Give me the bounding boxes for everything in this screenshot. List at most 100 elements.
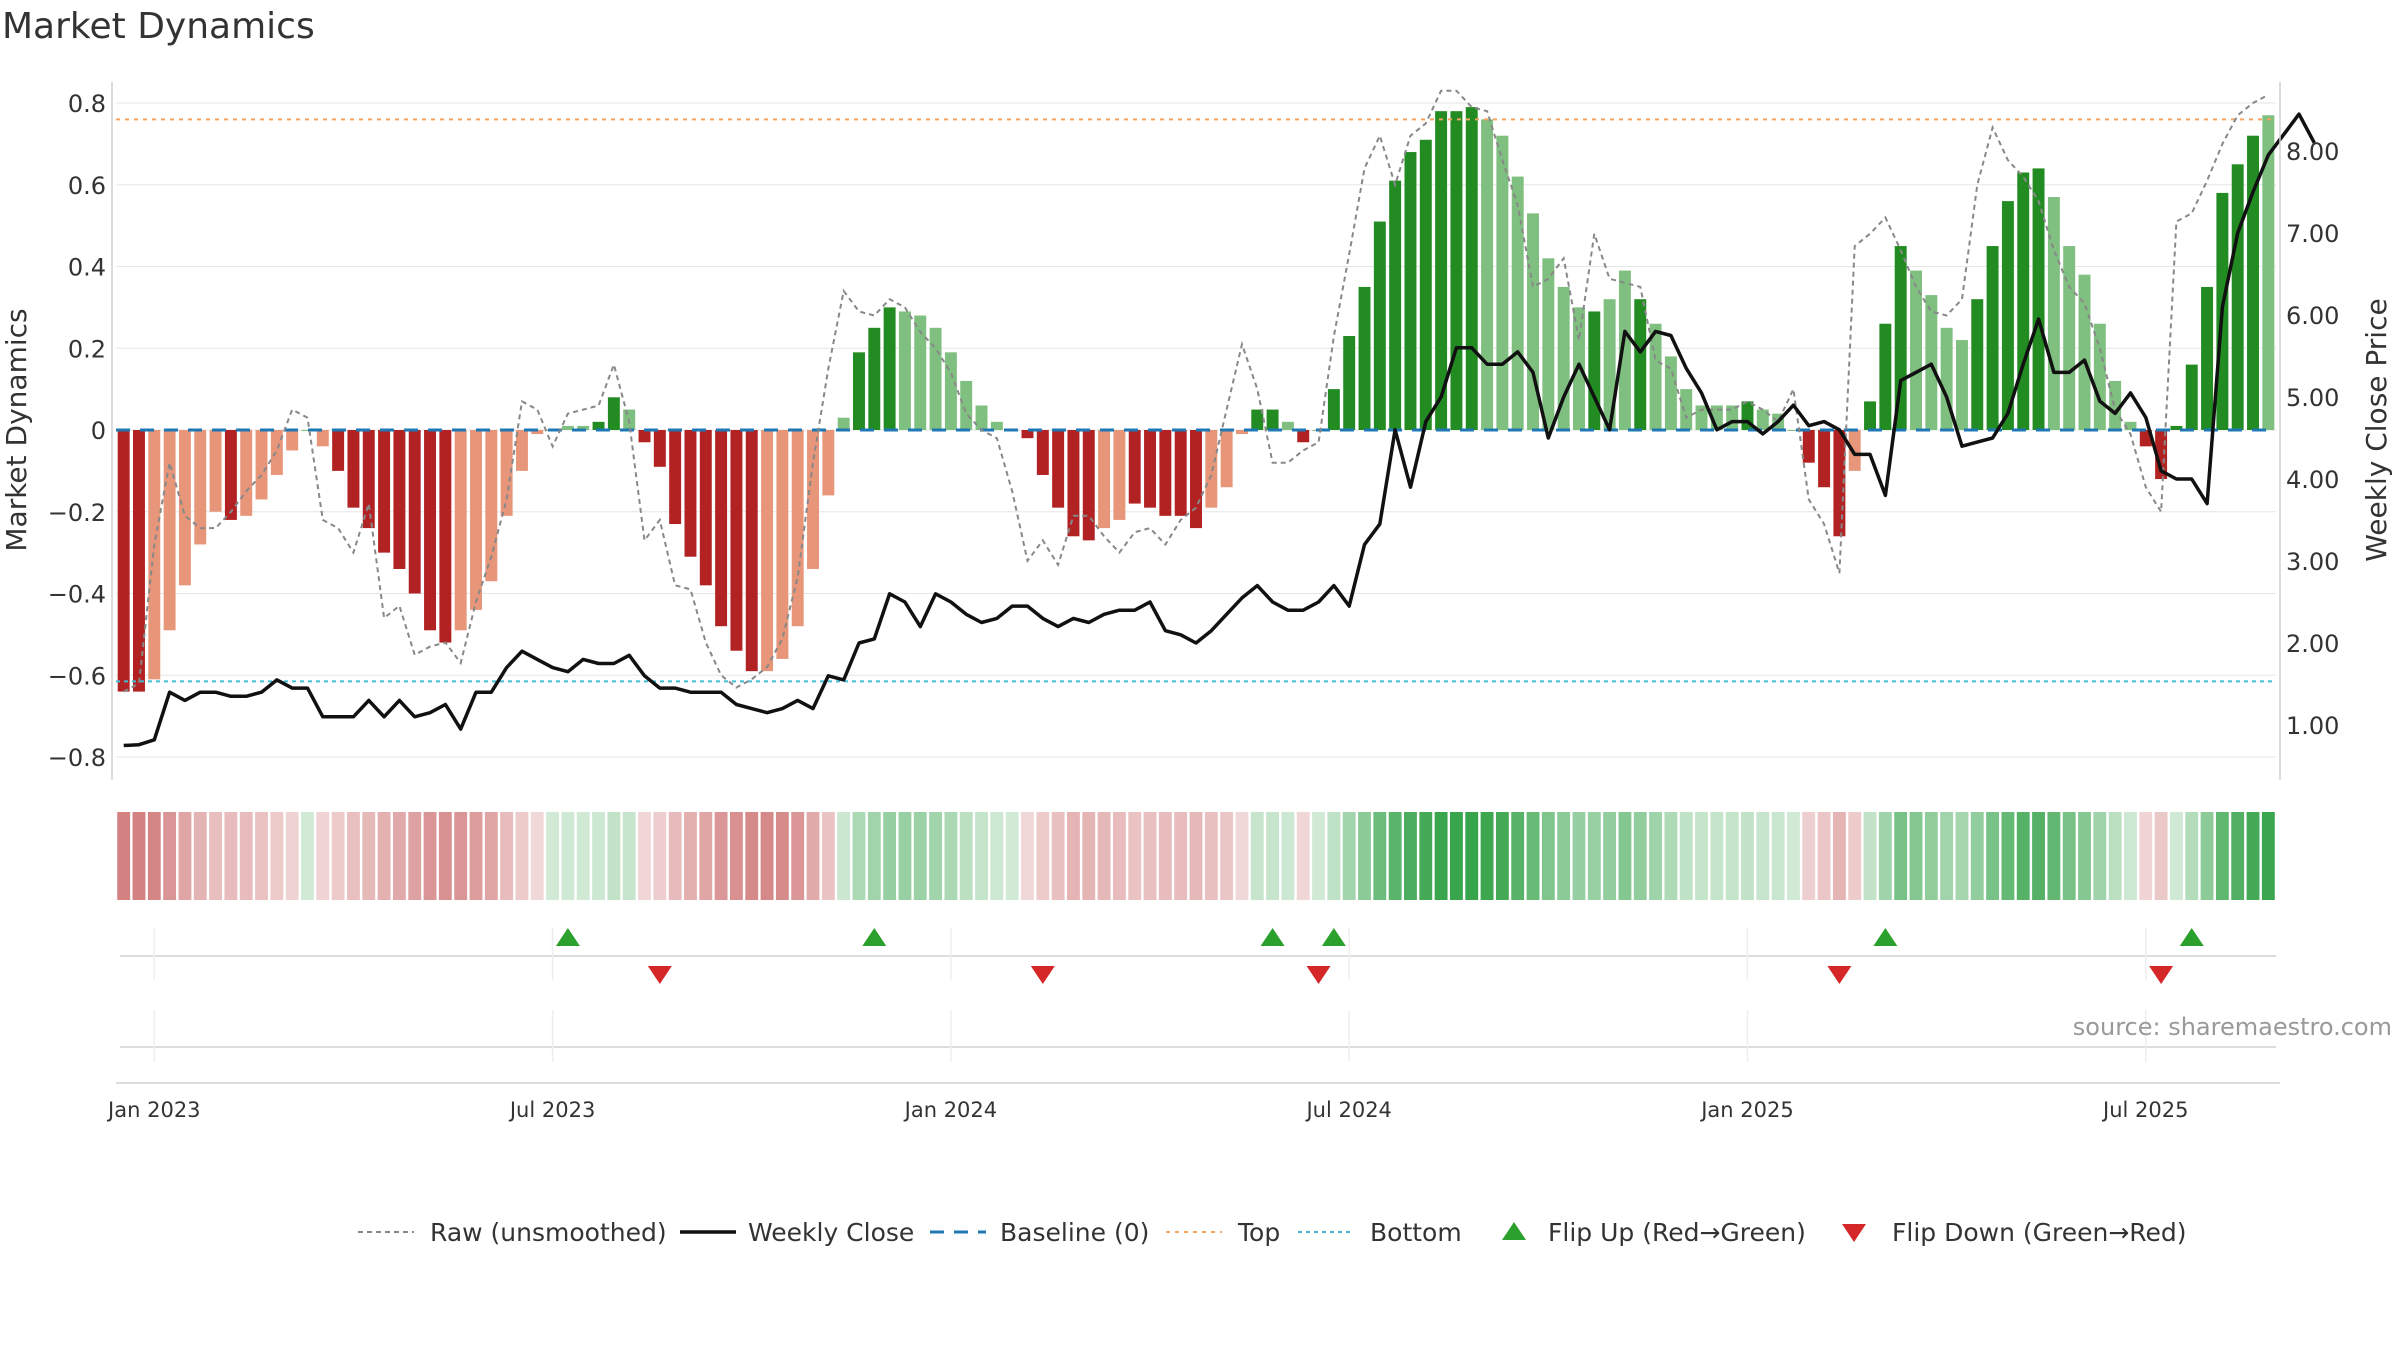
right-tick-label: 6.00 [2286,302,2339,330]
dynamics-bar [883,307,896,430]
regime-cell [1419,812,1433,900]
regime-cell [1312,812,1325,900]
regime-cell [2246,812,2260,900]
flip-down-marker [1306,966,1331,984]
regime-cell [1587,812,1601,900]
regime-cell [2261,812,2275,900]
regime-cell [852,812,866,900]
dynamics-bar [1281,421,1294,430]
regime-cell [1741,812,1754,900]
regime-cell [347,812,360,900]
regime-cell [1756,812,1770,900]
dynamics-bar [1649,323,1662,430]
regime-cell [1327,812,1341,900]
dynamics-bar [1573,307,1585,430]
dynamics-bar [1251,409,1264,430]
dynamics-bar [178,430,191,586]
dynamics-bar [2017,172,2030,431]
regime-cell [1158,812,1172,900]
regime-cell [1603,812,1617,900]
regime-cell [132,812,146,900]
regime-cell [408,812,422,900]
dynamics-bar [975,405,988,430]
dynamics-bar [1052,430,1065,508]
legend-label: Top [1237,1218,1280,1247]
dynamics-bar [1542,258,1555,430]
dynamics-bar [1373,221,1386,430]
dynamics-bar [2231,164,2244,430]
dynamics-bar [715,430,728,627]
dynamics-bar [2262,115,2275,430]
dynamics-bar [837,417,850,430]
legend: Raw (unsmoothed) Weekly Close Baseline (0)… [358,1218,2187,1247]
dynamics-bar [1879,323,1892,430]
regime-cell [255,812,268,900]
regime-cell [117,812,131,900]
dynamics-bar [1297,430,1310,443]
dynamics-bar [990,421,1003,430]
regime-cell [1572,812,1586,900]
dynamics-bar [2001,201,2014,430]
dynamics-bar [1848,430,1861,471]
dynamics-bar [2078,274,2091,430]
dynamics-bar [1174,430,1187,516]
legend-label: Baseline (0) [1000,1218,1149,1247]
regime-cell [239,812,253,900]
dynamics-bar [1481,119,1494,430]
x-tick-label: Jul 2024 [1304,1098,1391,1122]
dynamics-bar [669,430,682,525]
regime-cell [1725,812,1739,900]
regime-cell [1143,812,1157,900]
regime-cell [515,812,529,900]
regime-cell [1848,812,1862,900]
regime-cell [745,812,759,900]
regime-cell [929,812,943,900]
legend-label: Flip Up (Red→Green) [1548,1218,1806,1247]
regime-cell [2047,812,2061,900]
dynamics-bar [1955,340,1968,430]
dynamics-bar [944,352,957,430]
regime-cell [1189,812,1203,900]
dynamics-bar [1971,299,1984,430]
dynamics-bar [148,430,161,680]
flip-up-marker [862,928,887,946]
regime-cell [1495,812,1509,900]
right-tick-label: 7.00 [2286,220,2339,248]
dynamics-bar [286,430,299,451]
regime-cell [1802,812,1816,900]
dynamics-bar [424,430,437,631]
dynamics-bar [1710,405,1723,430]
regime-cell [530,812,544,900]
right-tick-label: 8.00 [2286,138,2339,166]
regime-cell [1296,812,1310,900]
regime-cell [1220,812,1234,900]
dynamics-bar [1864,401,1877,430]
regime-cell [806,812,820,900]
regime-cell [1649,812,1663,900]
dynamics-bar [745,430,758,672]
regime-cell [484,812,498,900]
dynamics-bar [255,430,268,500]
dynamics-bar [2201,286,2214,430]
dynamics-bar [807,430,819,569]
regime-cell [684,812,697,900]
dynamics-bar [393,430,406,569]
regime-cell [1618,812,1632,900]
left-tick-label: −0.8 [48,744,106,772]
weekly-close-line [123,112,2316,748]
regime-cell [1817,812,1831,900]
dynamics-bar [1756,409,1769,430]
dynamics-bar [1802,430,1815,463]
reference-lines [116,118,2276,683]
dynamics-bar [1527,213,1539,430]
regime-cell [1878,812,1892,900]
dynamics-bar [1910,270,1922,430]
legend-swatch-flip-down [1842,1224,1866,1242]
dynamics-bar [607,397,620,430]
regime-cell [1541,812,1555,900]
regime-cell [1526,812,1540,900]
regime-cell [1128,812,1142,900]
regime-cell [2169,812,2183,900]
dynamics-bar [1940,327,1953,430]
